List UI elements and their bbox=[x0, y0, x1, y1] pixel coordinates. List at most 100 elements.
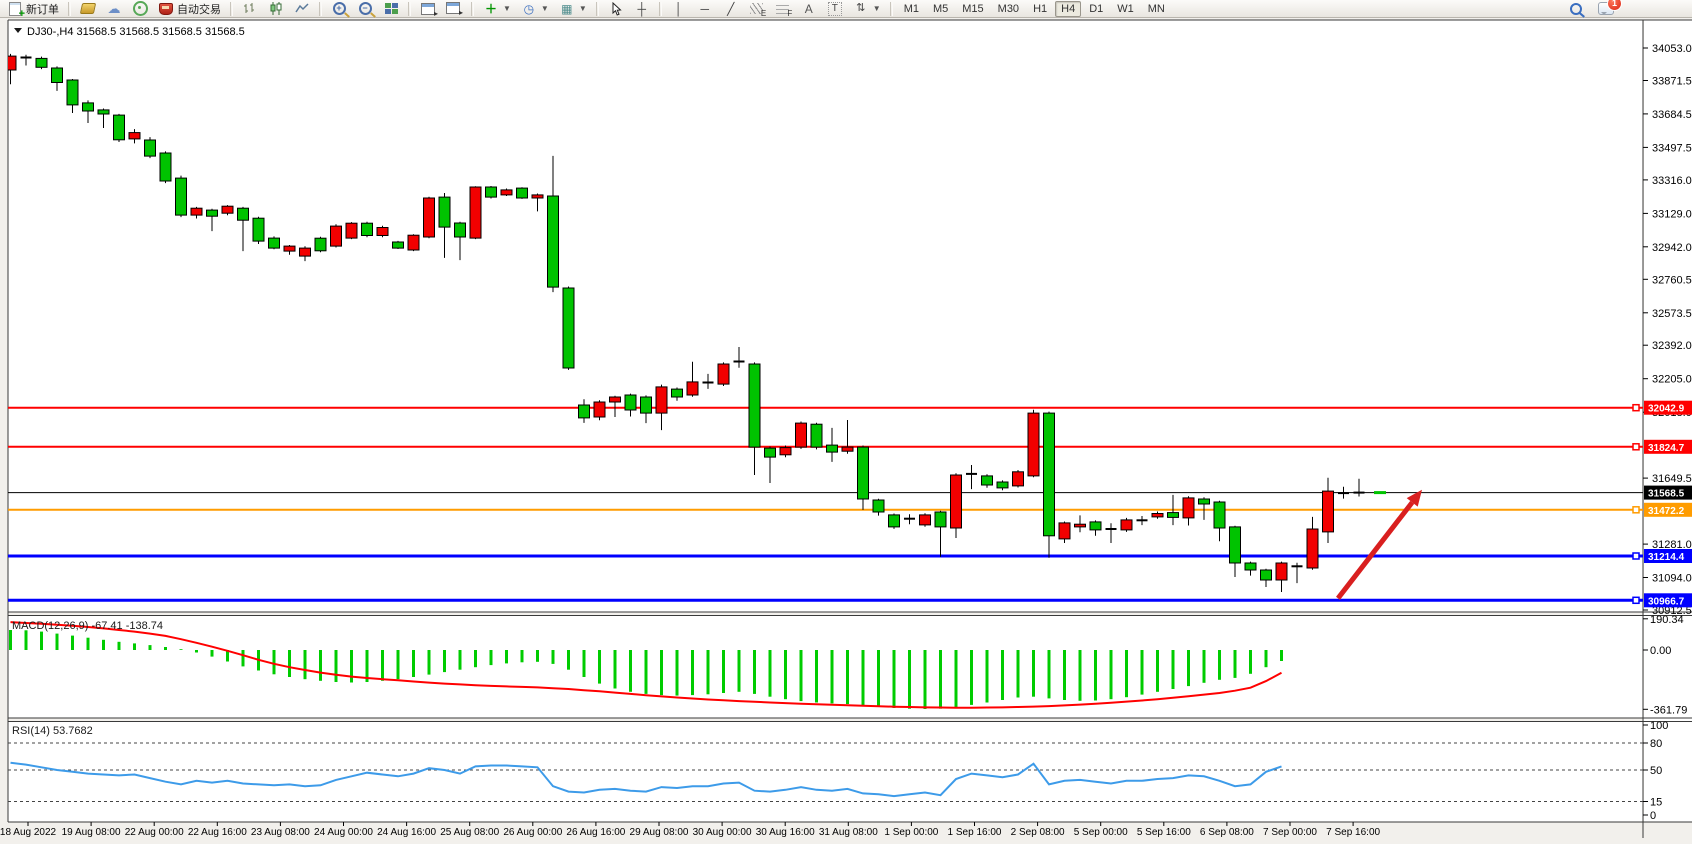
market-watch-icon: ☁ bbox=[107, 1, 121, 16]
rsi-tick: 0 bbox=[1650, 810, 1656, 822]
toolbar-right-group: 1 bbox=[1568, 0, 1690, 16]
chat-icon[interactable]: 1 bbox=[1598, 0, 1622, 16]
cascade-icon bbox=[446, 1, 463, 17]
line-chart-button[interactable] bbox=[290, 0, 314, 18]
periods-icon: ◷ bbox=[523, 1, 535, 16]
time-label: 22 Aug 16:00 bbox=[188, 827, 247, 838]
timeframe-h1-button[interactable]: H1 bbox=[1033, 2, 1048, 15]
zoom-in-button[interactable]: + bbox=[327, 0, 351, 18]
price-label-30966.7: 30966.7 bbox=[1648, 596, 1685, 607]
hline-handle[interactable] bbox=[1632, 403, 1640, 412]
hline-handle[interactable] bbox=[1632, 443, 1640, 451]
hline-handle[interactable] bbox=[1632, 552, 1640, 560]
time-label: 5 Sep 00:00 bbox=[1074, 827, 1128, 838]
market-watch-button[interactable]: ☁ bbox=[102, 0, 126, 18]
time-label: 24 Aug 16:00 bbox=[377, 827, 436, 838]
price-label-32042.9: 32042.9 bbox=[1648, 404, 1685, 415]
text-icon: A bbox=[804, 1, 813, 16]
timeframe-m15-button[interactable]: M15 bbox=[962, 2, 984, 15]
trend-arrow-annotation[interactable] bbox=[1336, 489, 1422, 600]
fibonacci-button[interactable] bbox=[745, 0, 769, 18]
toolbar-separator bbox=[595, 1, 599, 16]
chevron-down-icon: ▼ bbox=[540, 4, 549, 13]
zoom-out-button[interactable]: − bbox=[353, 0, 377, 18]
tile-windows-icon bbox=[383, 1, 399, 16]
profiles-button[interactable] bbox=[76, 0, 100, 18]
price-label-31824.7: 31824.7 bbox=[1648, 443, 1685, 454]
vertical-line-button[interactable]: │ bbox=[667, 0, 691, 18]
price-label-box bbox=[1644, 400, 1692, 415]
rsi-tick: 15 bbox=[1650, 797, 1662, 809]
price-tick: 30912.5 bbox=[1652, 605, 1692, 617]
price-label-box bbox=[1644, 485, 1692, 500]
timeframe-d1-button[interactable]: D1 bbox=[1089, 2, 1104, 15]
new-order-button[interactable]: 新订单 bbox=[3, 0, 63, 20]
toolbar-separator bbox=[408, 1, 411, 16]
auto-trading-button[interactable]: 自动交易 bbox=[154, 0, 225, 18]
horizontal-lines[interactable] bbox=[8, 403, 1643, 605]
signals-button[interactable] bbox=[128, 0, 152, 18]
price-tick: 32392.0 bbox=[1652, 340, 1692, 352]
candlestick-button[interactable] bbox=[264, 0, 288, 18]
time-label: 31 Aug 08:00 bbox=[819, 827, 878, 838]
new-order-button-label: 新订单 bbox=[26, 3, 59, 16]
timeframe-m5-button[interactable]: M5 bbox=[932, 2, 949, 15]
macd-signal-line bbox=[10, 621, 1282, 709]
tile-windows-button[interactable] bbox=[379, 0, 403, 18]
horizontal-line-icon: ─ bbox=[700, 1, 710, 16]
price-tick: 33871.5 bbox=[1652, 76, 1692, 88]
line-chart-icon bbox=[294, 1, 310, 16]
indicators-button[interactable]: ＋ ▼ bbox=[479, 0, 515, 18]
rsi-line bbox=[10, 761, 1282, 798]
price-tick: 33129.0 bbox=[1652, 208, 1692, 220]
text-button[interactable]: A bbox=[797, 0, 821, 18]
price-tick: 32760.5 bbox=[1652, 274, 1692, 286]
horizontal-line-button[interactable]: ─ bbox=[693, 0, 717, 18]
text-label-button[interactable]: T bbox=[823, 0, 847, 18]
time-label: 2 Sep 08:00 bbox=[1011, 827, 1065, 838]
timeframe-m30-button[interactable]: M30 bbox=[997, 2, 1020, 15]
price-tick: 34053.0 bbox=[1652, 43, 1692, 55]
periods-button[interactable]: ◷ ▼ bbox=[517, 0, 553, 18]
arrows-button[interactable]: ⇅ ▼ bbox=[849, 0, 885, 18]
time-label: 7 Sep 00:00 bbox=[1263, 827, 1317, 838]
toolbar-separator bbox=[889, 1, 893, 16]
timeframe-mn-button[interactable]: MN bbox=[1147, 2, 1165, 15]
rsi-pane: RSI(14) 53.7682 bbox=[8, 725, 1643, 802]
auto-trading-button-label: 自动交易 bbox=[177, 3, 221, 16]
hline-handle[interactable] bbox=[1632, 506, 1640, 514]
time-axis[interactable]: 18 Aug 2022 19 Aug 08:00 22 Aug 00:00 22 Au… bbox=[0, 822, 1381, 838]
crosshair-button[interactable]: ┼ bbox=[630, 0, 654, 18]
timeframe-m1-button[interactable]: M1 bbox=[903, 2, 919, 15]
time-label: 18 Aug 2022 bbox=[0, 827, 57, 838]
auto-trading-icon bbox=[158, 1, 174, 16]
bar-chart-button[interactable] bbox=[238, 0, 262, 18]
time-label: 26 Aug 16:00 bbox=[566, 827, 625, 838]
time-label: 26 Aug 00:00 bbox=[503, 827, 562, 838]
price-label-31568.5: 31568.5 bbox=[1648, 489, 1685, 500]
time-label: 6 Sep 08:00 bbox=[1200, 827, 1254, 838]
indicators-icon: ＋ bbox=[484, 1, 497, 16]
timeframe-w1-button[interactable]: W1 bbox=[1117, 2, 1134, 15]
cursor-button[interactable] bbox=[604, 0, 628, 18]
text-label-icon: T bbox=[827, 1, 843, 16]
time-label: 1 Sep 16:00 bbox=[948, 827, 1002, 838]
auto-arrange-button[interactable] bbox=[416, 0, 440, 18]
trendline-button[interactable]: ╱ bbox=[719, 0, 743, 18]
chart-title: DJ30-,H4 31568.5 31568.5 31568.5 31568.5 bbox=[14, 26, 245, 38]
fibo-expansion-button[interactable] bbox=[771, 0, 795, 18]
hline-handle[interactable] bbox=[1632, 596, 1640, 605]
templates-button[interactable]: ▦ ▼ bbox=[555, 0, 591, 18]
macd-label: MACD(12,26,9) -67.41 -138.74 bbox=[12, 620, 163, 632]
rsi-label: RSI(14) 53.7682 bbox=[12, 725, 93, 737]
zoom-out-icon: − bbox=[357, 1, 373, 16]
price-axis[interactable]: 34053.0 33871.5 33684.5 33497.5 33316.0 33129… bbox=[1643, 43, 1692, 822]
fibo-expansion-icon bbox=[775, 1, 792, 18]
time-label: 23 Aug 08:00 bbox=[251, 827, 310, 838]
candlestick-icon bbox=[268, 1, 284, 16]
chart-symbol-title: DJ30-,H4 31568.5 31568.5 31568.5 31568.5 bbox=[27, 26, 245, 38]
cascade-button[interactable] bbox=[442, 0, 466, 18]
timeframe-h4-button[interactable]: H4 bbox=[1055, 0, 1082, 17]
search-icon[interactable] bbox=[1568, 1, 1584, 16]
